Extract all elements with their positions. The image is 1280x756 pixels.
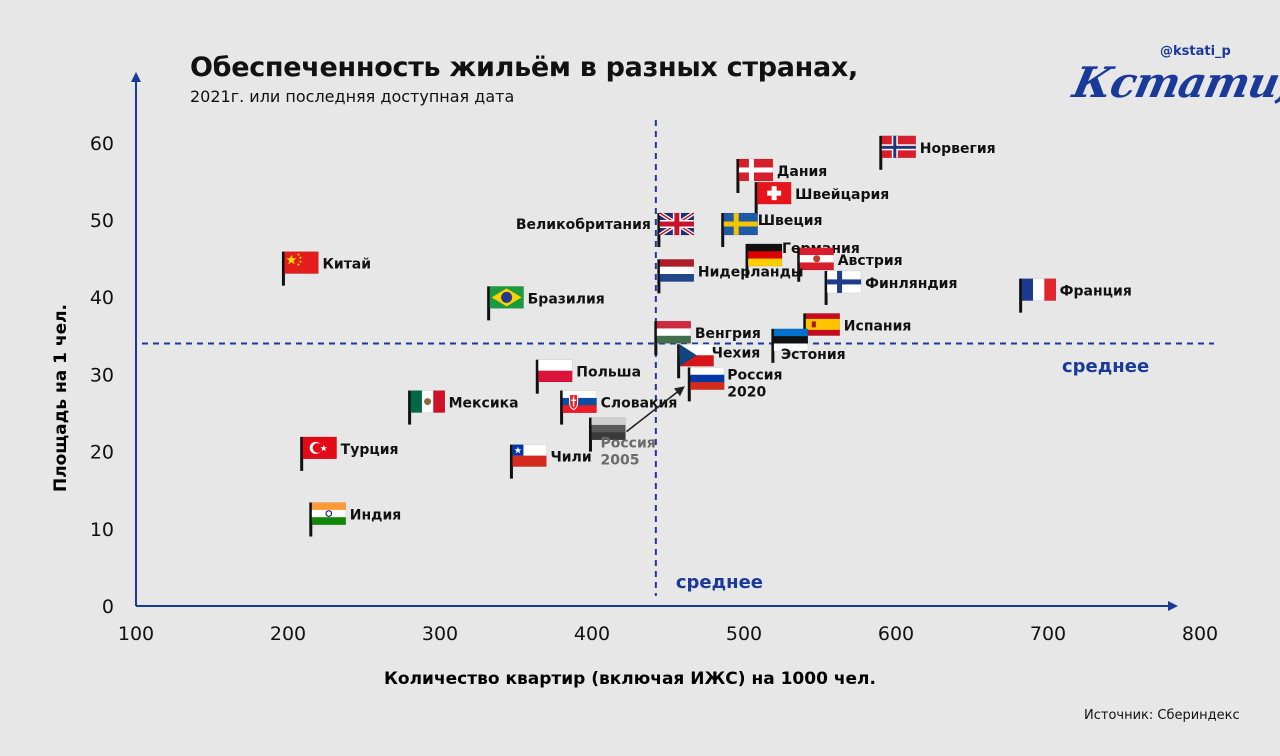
point-label: Великобритания (516, 217, 651, 233)
data-point: Австрия (797, 247, 903, 282)
data-point: Индия (309, 502, 402, 537)
y-tick-label: 30 (90, 364, 114, 386)
point-label: Словакия (601, 396, 678, 412)
flag-norway-icon (881, 135, 917, 159)
data-point: Китай (281, 251, 371, 286)
point-label: Эстония (781, 347, 846, 363)
data-point: Великобритания (516, 211, 695, 248)
x-tick-label: 800 (1182, 623, 1218, 645)
flag-china-icon (284, 251, 319, 274)
trend-arrow (625, 386, 685, 433)
data-point: Чили (509, 444, 592, 479)
flag-france-icon (1021, 278, 1056, 301)
data-point: Россия 2005 (588, 417, 656, 469)
point-label: Дания (777, 164, 827, 180)
y-axis-label: Площадь на 1 чел. (51, 304, 71, 492)
flag-russia-2005-icon (591, 417, 626, 440)
point-label: Россия 2020 (727, 367, 782, 400)
data-point: Дания (736, 158, 827, 193)
brand-handle: @kstati_p (1160, 44, 1231, 59)
y-tick-label: 40 (90, 287, 114, 309)
flag-russia-icon (690, 367, 725, 390)
point-label: Бразилия (528, 291, 605, 307)
point-label: Швеция (758, 213, 823, 229)
data-point: Швеция (721, 212, 823, 248)
data-point: Нидерланды (657, 259, 804, 294)
data-point: Бразилия (487, 286, 605, 321)
data-point: Франция (1019, 278, 1132, 313)
source-note: Источник: Сбериндекс (1084, 708, 1240, 723)
flag-india-icon (311, 502, 347, 525)
y-tick-label: 60 (90, 133, 114, 155)
flag-switzerland-icon (756, 181, 792, 205)
flag-estonia-icon (773, 328, 809, 352)
point-label: Австрия (838, 253, 903, 269)
chart-title: Обеспеченность жильём в разных странах, (190, 52, 858, 83)
flag-mexico-icon (410, 390, 445, 413)
point-label: Китай (322, 257, 371, 273)
x-tick-label: 100 (118, 623, 154, 645)
point-label: Чили (550, 450, 591, 466)
x-tick-label: 600 (878, 623, 914, 645)
data-point: Турция (300, 436, 399, 471)
point-label: Финляндия (865, 276, 957, 292)
point-label: Франция (1060, 284, 1132, 300)
data-point: Венгрия (654, 320, 761, 356)
flag-finland-icon (826, 270, 862, 294)
point-label: Испания (844, 318, 912, 334)
point-label: Мексика (449, 396, 519, 412)
data-point: Испания (803, 313, 912, 348)
x-tick-label: 500 (726, 623, 762, 645)
flag-austria-icon (799, 247, 834, 271)
flag-germany-icon (747, 243, 783, 267)
y-tick-label: 10 (90, 519, 114, 541)
data-point: Словакия (560, 390, 678, 425)
y-tick-label: 0 (102, 596, 114, 618)
flag-brazil-icon (489, 286, 524, 309)
flag-spain-icon (805, 313, 841, 336)
y-tick-label: 50 (90, 210, 114, 232)
flag-uk-icon (658, 211, 695, 237)
flag-turkey-icon (302, 436, 337, 460)
point-label: Турция (341, 442, 399, 458)
data-point: Мексика (408, 390, 519, 425)
data-point: Россия 2020 (687, 367, 783, 402)
data-point: Польша (535, 359, 641, 394)
point-label: Индия (350, 508, 402, 524)
x-tick-label: 700 (1030, 623, 1066, 645)
point-label: Норвегия (920, 141, 996, 157)
flag-hungary-icon (656, 320, 692, 344)
y-tick-label: 20 (90, 442, 114, 464)
point-label: Чехия (712, 345, 761, 361)
point-label: Россия 2005 (600, 436, 655, 469)
data-point: Эстония (771, 328, 846, 363)
point-label: Швейцария (795, 187, 889, 203)
point-label: Венгрия (695, 326, 761, 342)
data-point: Финляндия (824, 270, 957, 305)
point-label: Нидерланды (698, 264, 804, 280)
flag-poland-icon (538, 359, 573, 382)
x-axis-label: Количество квартир (включая ИЖС) на 1000… (384, 669, 876, 689)
x-average-label: среднее (676, 572, 763, 593)
data-point: Швейцария (754, 181, 889, 217)
x-tick-label: 200 (270, 623, 306, 645)
point-label: Польша (576, 365, 641, 381)
data-point: Чехия (677, 344, 761, 379)
y-average-label: среднее (1062, 356, 1149, 377)
flag-chile-icon (512, 444, 547, 467)
flag-denmark-icon (738, 158, 774, 182)
flag-czech-icon (679, 344, 714, 367)
data-point: Норвегия (879, 135, 996, 170)
x-tick-label: 400 (574, 623, 610, 645)
flag-slovakia-icon (562, 390, 597, 413)
flag-sweden-icon (723, 212, 758, 236)
chart-subtitle: 2021г. или последняя доступная дата (190, 87, 515, 106)
x-tick-label: 300 (422, 623, 458, 645)
flag-netherlands-icon (659, 259, 695, 282)
